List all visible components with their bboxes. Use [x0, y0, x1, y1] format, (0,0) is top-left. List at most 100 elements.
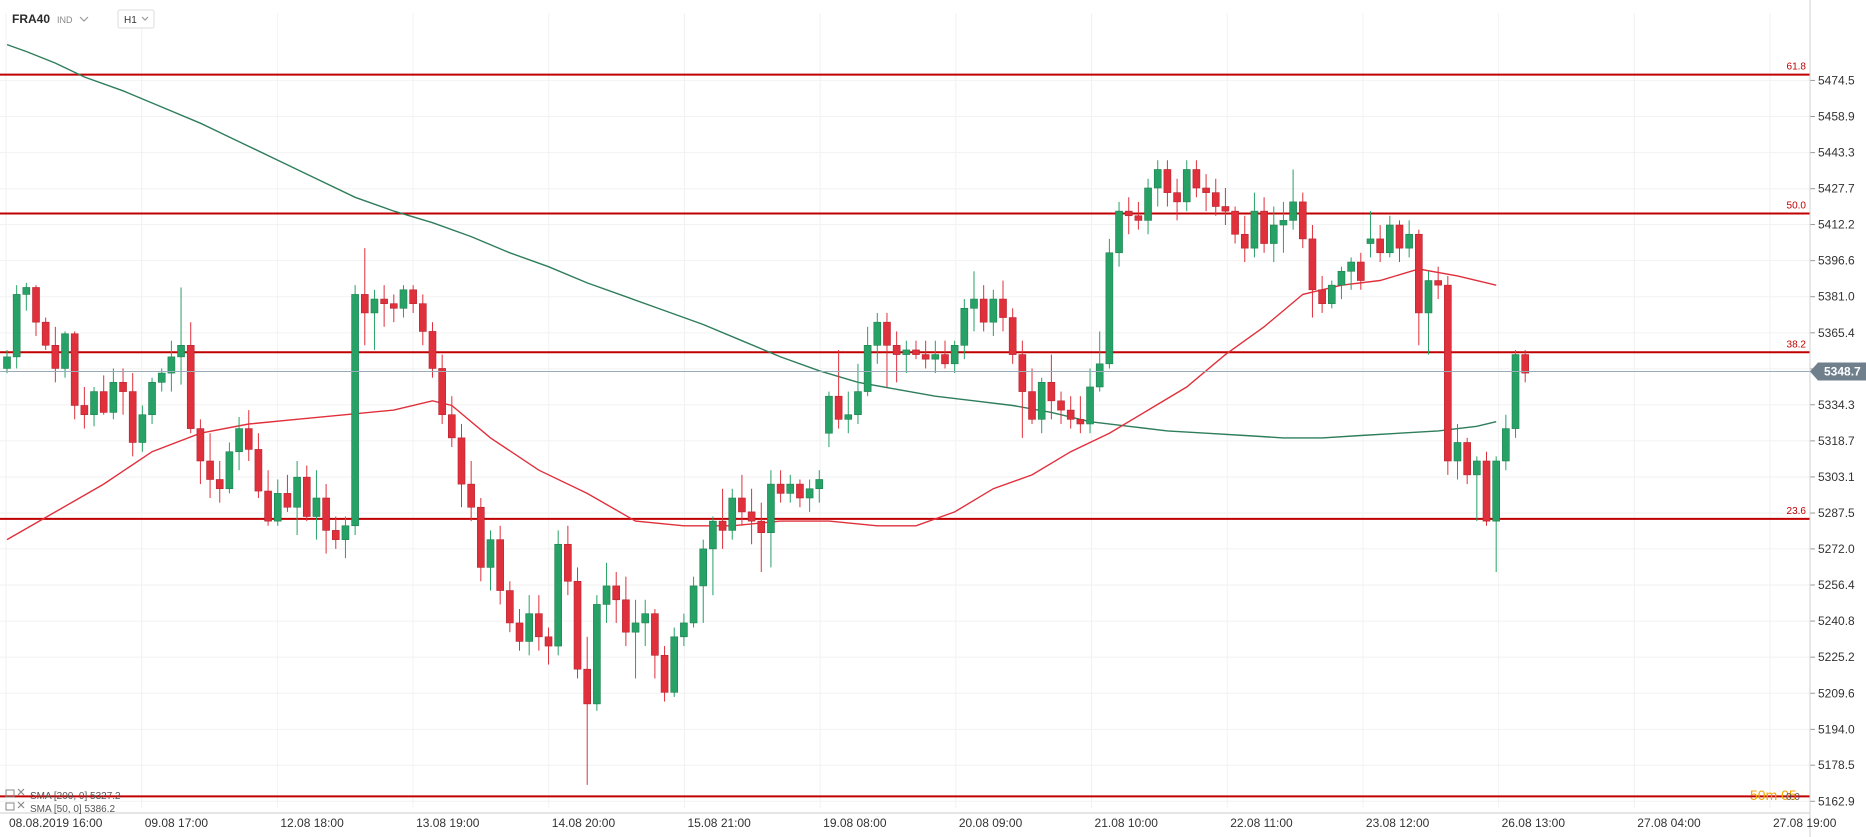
candle	[515, 609, 524, 651]
symbol-label[interactable]: FRA40	[12, 12, 50, 26]
candle-body	[699, 548, 708, 587]
candle-body	[1492, 460, 1500, 522]
candle	[960, 299, 969, 360]
candle-body	[1521, 354, 1529, 374]
candle	[1250, 192, 1259, 258]
y-tick-label: 5396.6	[1818, 254, 1855, 268]
candle	[970, 271, 978, 332]
candle-body	[1308, 238, 1317, 291]
candle	[1028, 368, 1036, 424]
candle	[950, 340, 959, 374]
candle-body	[670, 636, 679, 693]
candle	[1202, 174, 1210, 212]
candle	[1105, 238, 1114, 369]
legend-settings-icon[interactable]	[5, 789, 15, 798]
candle-body	[1289, 201, 1297, 221]
candle-body	[564, 543, 572, 582]
candle-body	[119, 382, 127, 392]
candle-body	[341, 525, 350, 540]
y-tick-label: 5458.9	[1818, 110, 1855, 124]
candle	[1134, 201, 1143, 230]
timeframe-chevron-down-icon[interactable]	[141, 16, 149, 21]
candle	[757, 502, 766, 573]
legend-sma200[interactable]: SMA [200, 0] 5327.2	[5, 788, 121, 802]
candle	[767, 470, 775, 568]
candle	[438, 354, 446, 424]
candle	[61, 331, 69, 378]
candle	[283, 474, 292, 512]
candle-body	[1415, 233, 1423, 314]
candle	[419, 294, 427, 346]
candle-body	[1318, 289, 1326, 304]
candle	[1279, 201, 1288, 253]
candle	[709, 516, 717, 596]
legend-close-icon[interactable]	[17, 788, 25, 796]
candle-body	[128, 391, 137, 443]
candle-body	[825, 395, 833, 434]
candle-body	[1347, 261, 1355, 272]
candle-body	[438, 368, 446, 416]
candle-body	[1424, 280, 1433, 314]
candle	[593, 595, 601, 711]
candle-body	[1231, 210, 1239, 235]
candle	[660, 646, 669, 702]
y-tick-label: 5194.0	[1818, 722, 1855, 736]
candle	[341, 516, 350, 559]
candle	[1095, 331, 1104, 392]
candle-body	[506, 590, 514, 624]
y-tick-label: 5318.7	[1818, 434, 1855, 448]
legend-close-icon[interactable]	[17, 801, 25, 809]
candle-body	[680, 622, 688, 638]
candle	[3, 349, 11, 374]
candle-body	[177, 345, 185, 358]
market-chevron-down-icon[interactable]	[79, 16, 89, 22]
candle	[90, 386, 98, 427]
candle-body	[593, 604, 601, 705]
candle	[215, 460, 224, 503]
candle	[177, 287, 185, 385]
candle	[331, 516, 340, 549]
candle	[312, 470, 321, 540]
candle	[728, 488, 737, 540]
candle-body	[612, 585, 621, 601]
candle-body	[999, 298, 1007, 318]
candle-body	[1066, 409, 1075, 420]
candle	[1153, 160, 1162, 207]
candle	[244, 410, 253, 461]
fib-level-label: 23.6	[1787, 506, 1807, 517]
candle-body	[1221, 206, 1230, 212]
y-tick-label: 5334.3	[1818, 398, 1855, 412]
legend-settings-icon[interactable]	[5, 802, 15, 811]
candle-body	[786, 483, 795, 494]
fib-level-label: 50.0	[1787, 200, 1807, 211]
candle	[1066, 396, 1075, 429]
candle	[225, 442, 234, 494]
y-tick-label: 5427.7	[1818, 182, 1855, 196]
candle	[12, 285, 21, 369]
candle-body	[157, 372, 166, 383]
y-tick-label: 5178.5	[1818, 758, 1855, 772]
candle	[1260, 197, 1268, 253]
legend-sma50[interactable]: SMA [50, 0] 5386.2	[5, 801, 115, 815]
candle	[206, 433, 214, 498]
candle-body	[22, 287, 31, 295]
candle	[525, 595, 533, 656]
candle	[70, 331, 79, 420]
candle-body	[215, 479, 224, 490]
candle-body	[535, 613, 543, 638]
candle-body	[902, 349, 911, 355]
x-tick-label: 15.08 21:00	[687, 816, 751, 830]
candle	[167, 340, 176, 392]
grid	[0, 13, 1810, 808]
candle	[689, 576, 698, 628]
candle	[1269, 206, 1278, 263]
fib-level-label: 38.2	[1787, 339, 1807, 350]
candle-body	[293, 476, 301, 508]
candle-body	[1386, 224, 1394, 254]
timeframe-button[interactable]	[117, 9, 155, 29]
candle-body	[873, 321, 882, 346]
x-tick-label: 09.08 17:00	[145, 816, 209, 830]
candle	[1492, 456, 1500, 573]
candle	[1357, 252, 1365, 290]
